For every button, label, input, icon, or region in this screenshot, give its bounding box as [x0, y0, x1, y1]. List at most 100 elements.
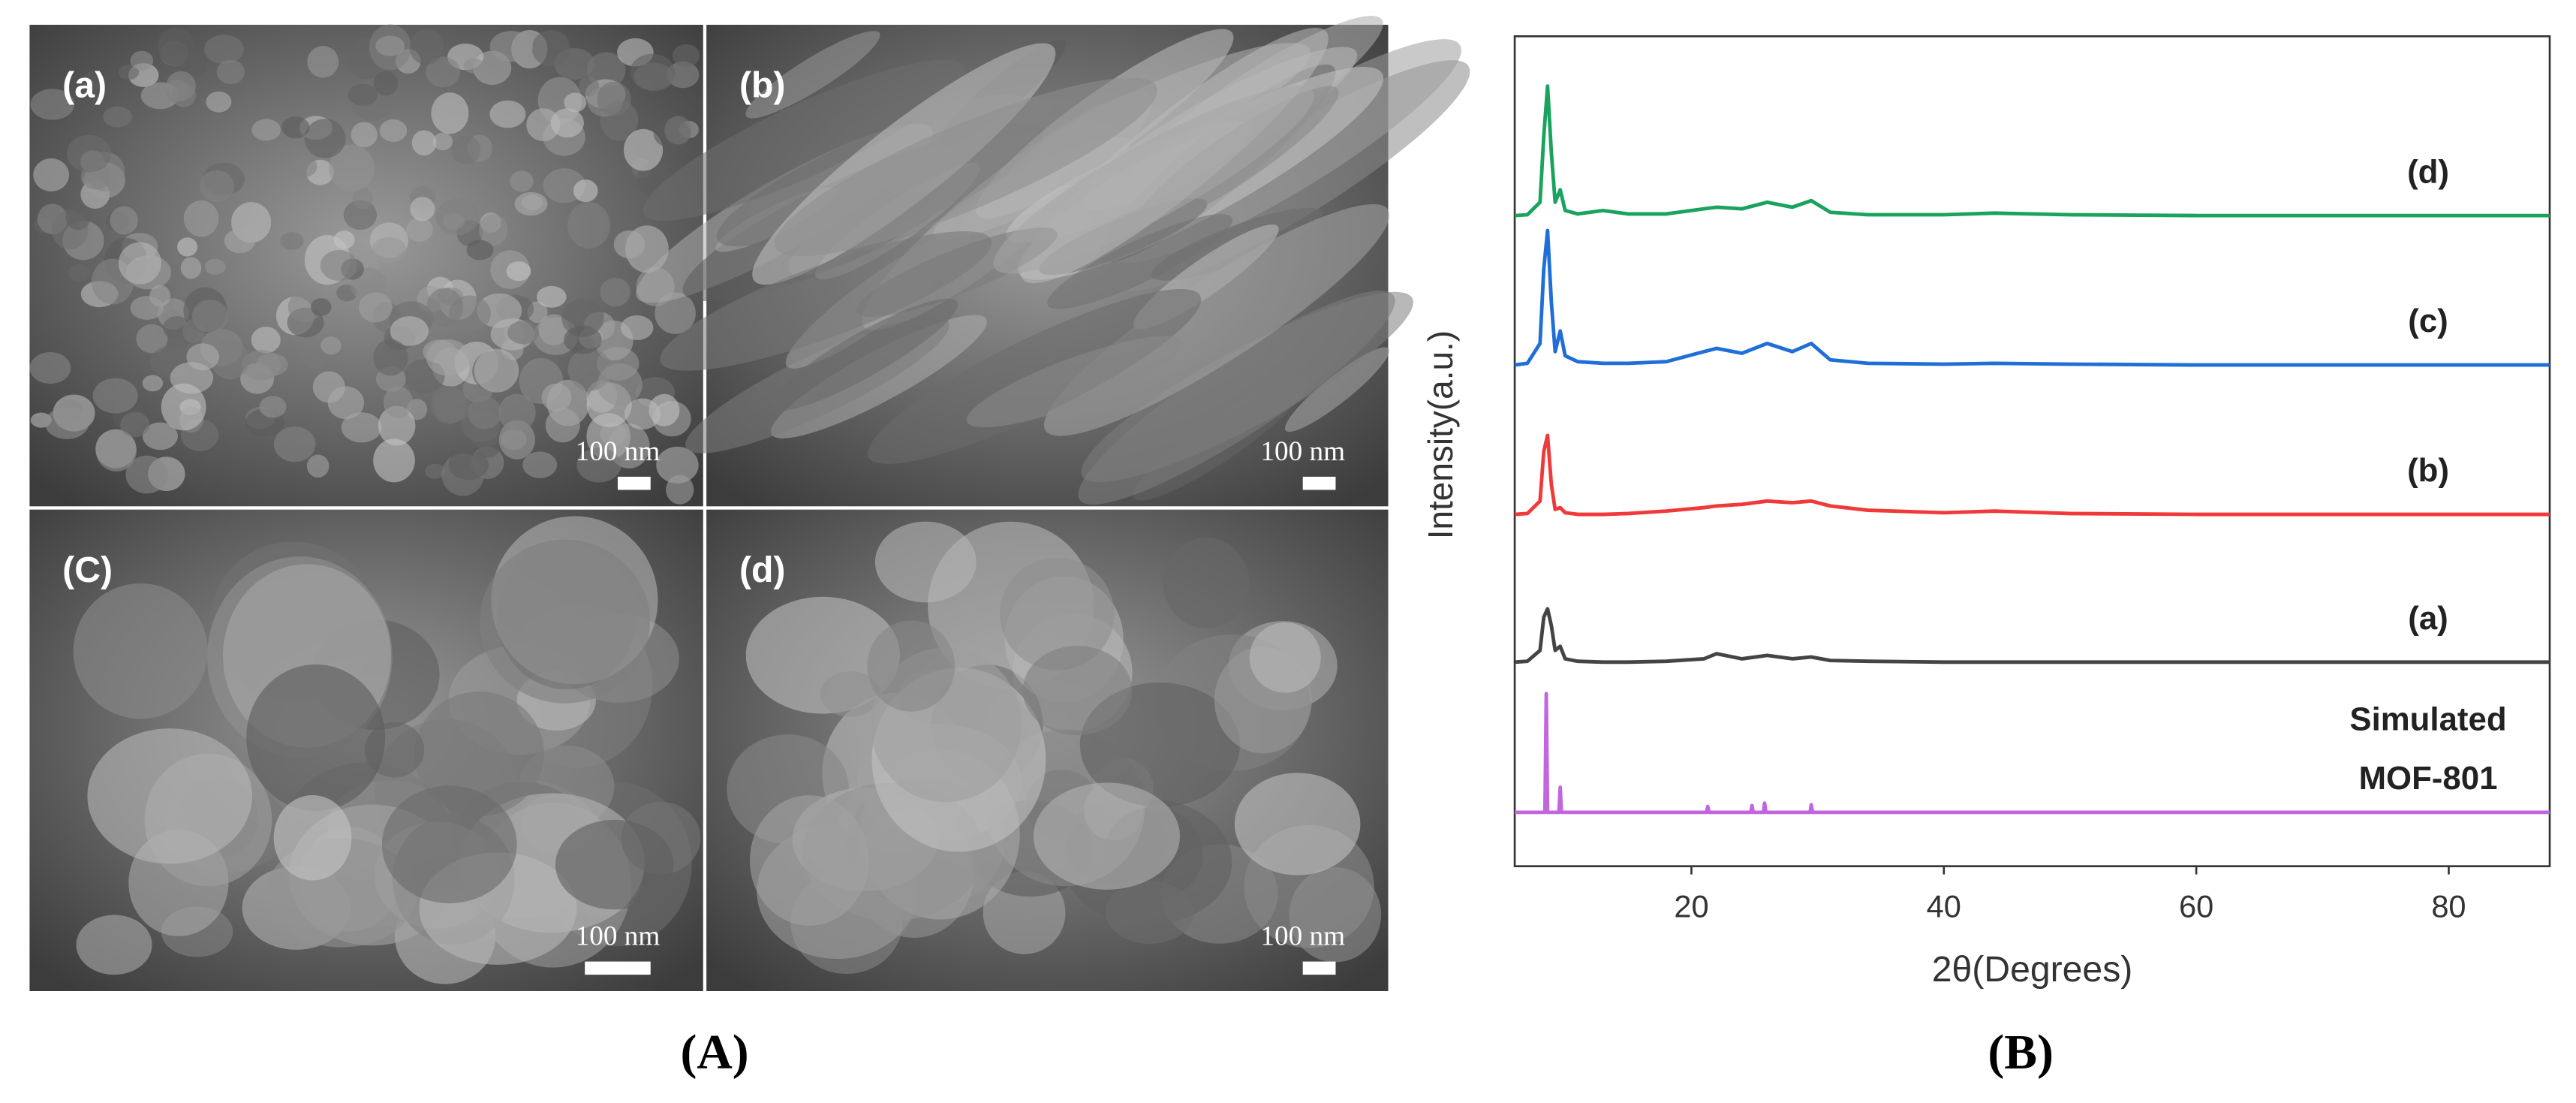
sem-texture [624, 398, 661, 430]
sem-texture [431, 92, 469, 134]
sem-texture [660, 231, 992, 371]
sem-texture [273, 426, 316, 463]
sem-texture [468, 396, 502, 429]
sem-texture [66, 134, 112, 173]
sem-texture [287, 291, 323, 323]
sem-texture [1078, 291, 1395, 505]
sem-texture [157, 28, 195, 65]
sem-texture [1047, 214, 1233, 309]
sem-texture [255, 353, 288, 376]
sem-texture [655, 292, 696, 334]
sem-texture [521, 194, 543, 211]
sem-texture [425, 463, 445, 479]
sem-texture [125, 455, 168, 494]
sem-texture [320, 336, 342, 355]
x-tick-label: 60 [2179, 889, 2213, 924]
sem-texture [489, 100, 526, 128]
sem-texture [774, 77, 1157, 257]
sem-texture [600, 277, 630, 307]
sem-texture [177, 237, 197, 257]
sem-texture [251, 119, 281, 141]
sem-texture [564, 92, 587, 113]
panel-label: (d) [739, 550, 785, 590]
series-line [1514, 607, 2550, 665]
sem-texture [561, 299, 604, 337]
sem-image [706, 509, 1389, 991]
sem-texture [426, 56, 460, 88]
sem-texture [293, 155, 317, 177]
sem-texture [103, 106, 132, 128]
sem-texture [30, 89, 75, 120]
sem-texture [409, 29, 444, 65]
sem-texture [656, 446, 699, 484]
sem-texture [479, 214, 508, 246]
sem-texture [29, 351, 71, 384]
sem-texture [623, 128, 664, 171]
x-tick-label: 40 [1927, 889, 1961, 924]
sem-texture [613, 230, 646, 259]
plot-frame [1513, 35, 2551, 867]
sem-texture [281, 116, 310, 139]
sem-texture [341, 412, 382, 443]
sem-texture [666, 475, 694, 505]
series-label: Simulated MOF-801 [2349, 701, 2506, 797]
sem-texture [320, 250, 358, 281]
sem-texture [280, 232, 304, 250]
sem-texture [966, 336, 1184, 428]
sem-texture [373, 438, 415, 483]
sem-texture [306, 454, 330, 478]
panel-label: (b) [739, 65, 785, 105]
sem-texture [375, 35, 405, 56]
sem-texture [351, 122, 378, 148]
sem-texture [466, 240, 494, 261]
sem-texture [642, 59, 965, 221]
sem-texture [1000, 557, 1115, 671]
sem-texture [203, 35, 244, 64]
sem-texture [211, 339, 249, 380]
sem-texture [65, 203, 91, 231]
sem-texture [390, 316, 429, 346]
sem-texture [180, 257, 202, 279]
sem-texture [498, 393, 536, 432]
sem-texture [498, 420, 535, 460]
sem-texture [206, 91, 232, 113]
sem-texture [993, 86, 1314, 274]
sem-texture [120, 411, 150, 438]
x-tick-label: 80 [2431, 889, 2466, 924]
scale-bar [617, 476, 651, 490]
sem-texture [161, 383, 206, 431]
sem-texture [448, 450, 489, 481]
sem-texture [555, 819, 674, 910]
sem-texture [130, 296, 164, 320]
sem-texture [200, 170, 234, 203]
sem-texture [431, 385, 468, 424]
sem-texture [83, 71, 104, 91]
sem-texture [567, 201, 611, 249]
series-line [1515, 692, 2550, 815]
sem-texture [371, 237, 407, 263]
sem-texture [246, 664, 386, 812]
sem-texture [348, 83, 378, 106]
sem-texture [426, 339, 471, 376]
sem-texture [667, 61, 700, 89]
sem-texture [216, 59, 245, 85]
panel-label: (C) [62, 550, 113, 590]
sem-texture [358, 292, 393, 323]
y-axis-label: Intensity(a.u.) [1421, 330, 1460, 539]
sem-texture [312, 371, 345, 403]
sem-image [29, 24, 703, 507]
sem-texture [620, 315, 654, 340]
sem-texture [373, 71, 399, 96]
series-label: (c) [2408, 303, 2448, 339]
sem-texture [597, 363, 642, 406]
sem-texture [224, 228, 255, 254]
sem-texture [329, 144, 375, 192]
sem-texture [142, 422, 178, 451]
sem-texture [597, 81, 631, 116]
series-line [1514, 433, 2550, 517]
sem-texture [573, 179, 598, 203]
sem-texture [463, 58, 484, 74]
sem-texture [302, 347, 327, 369]
